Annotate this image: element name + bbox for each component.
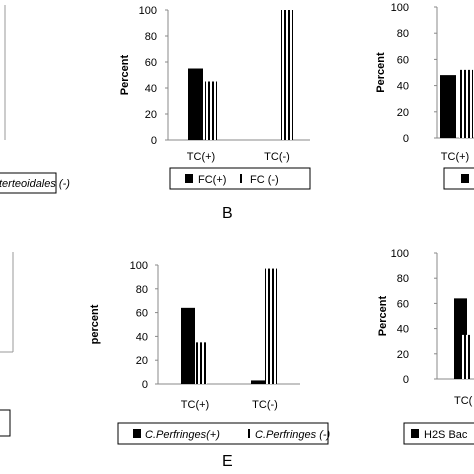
panel-br-legend-swatch — [411, 429, 419, 438]
top-left-legend-box — [0, 172, 57, 194]
bar-solid — [251, 380, 265, 384]
panel-br-legend-label: H2S Bac — [424, 429, 468, 441]
y-tick-label: 60 — [397, 54, 409, 66]
y-tick-label: 80 — [397, 28, 409, 40]
bar-solid — [181, 307, 195, 384]
panel-e-legend-swatch-solid — [133, 429, 141, 438]
panel-b-legend-swatch-striped — [240, 174, 244, 183]
bar-solid — [440, 75, 456, 138]
y-tick-label: 0 — [142, 379, 148, 391]
category-label: TC(+) — [181, 399, 209, 411]
y-tick-label: 100 — [391, 248, 409, 260]
panel-top-left: terteoidales (-) — [0, 5, 70, 194]
y-tick-label: 80 — [397, 273, 409, 285]
bar-striped — [459, 69, 473, 138]
panel-e-legend-box — [117, 422, 329, 445]
panel-br-legend-box — [403, 422, 474, 445]
bar-solid — [188, 68, 203, 140]
y-tick-label: 40 — [397, 81, 409, 93]
bar-striped — [265, 268, 277, 384]
y-tick-label: 0 — [403, 374, 409, 386]
y-tick-label: 20 — [397, 107, 409, 119]
panel-e-legend-label-2: C.Perfringes (-) — [255, 429, 331, 441]
category-label: TC(-) — [252, 399, 278, 411]
y-tick-label: 80 — [145, 31, 157, 43]
panel-b-legend-label-1: FC(+) — [198, 174, 226, 186]
y-tick-label: 40 — [136, 331, 148, 343]
y-tick-label: 100 — [130, 260, 148, 272]
y-tick-label: 60 — [397, 298, 409, 310]
category-label: TC(+) — [187, 151, 215, 163]
y-tick-label: 100 — [391, 2, 409, 14]
y-axis-label: Percent — [119, 54, 131, 95]
y-axis-label: percent — [89, 304, 101, 344]
y-tick-label: 60 — [136, 308, 148, 320]
panel-e-legend-label-1: C.Perfringes(+) — [145, 429, 220, 441]
panel-b-letter: B — [222, 205, 233, 222]
category-label: TC(-) — [264, 151, 290, 163]
category-label: TC(+) — [441, 151, 469, 163]
y-tick-label: 100 — [139, 5, 157, 17]
panel-tr-legend-swatch — [461, 174, 469, 183]
mid-left-legend-box — [0, 409, 11, 437]
top-left-legend-text: terteoidales (-) — [0, 178, 70, 190]
y-tick-label: 20 — [136, 355, 148, 367]
panel-b-legend-swatch-solid — [185, 174, 193, 183]
panel-bottom-right: TC( H2S Bac — [403, 253, 474, 445]
y-tick-label: 20 — [145, 109, 157, 121]
y-tick-label: 20 — [397, 349, 409, 361]
bar-striped — [462, 334, 470, 379]
y-tick-label: 0 — [151, 135, 157, 147]
panel-e-legend-swatch-striped — [246, 429, 250, 438]
panel-b-legend-label-2: FC (-) — [250, 174, 279, 186]
panel-tr-legend-box — [443, 167, 474, 190]
panel-b: FC(+) FC (-) B — [167, 10, 311, 222]
panel-mid-left — [0, 252, 14, 437]
bar-striped — [195, 342, 207, 384]
panel-e: C.Perfringes(+) C.Perfringes (-) E — [117, 265, 331, 470]
bar-striped — [205, 81, 217, 140]
chart-marks: 0 20 40 60 80 100 Percent TC(+) TC(-) 0 20 40 60 80 10… — [89, 2, 473, 411]
y-tick-label: 0 — [403, 133, 409, 145]
panel-top-right — [436, 7, 474, 190]
y-axis-label: Percent — [375, 52, 387, 93]
y-tick-label: 80 — [136, 284, 148, 296]
panel-br-category-label: TC( — [454, 395, 473, 407]
y-axis-label: Percent — [377, 295, 389, 336]
bar-striped — [281, 10, 293, 140]
panel-e-letter: E — [222, 453, 233, 470]
y-tick-label: 60 — [145, 57, 157, 69]
y-tick-label: 40 — [145, 83, 157, 95]
y-tick-label: 40 — [397, 324, 409, 336]
